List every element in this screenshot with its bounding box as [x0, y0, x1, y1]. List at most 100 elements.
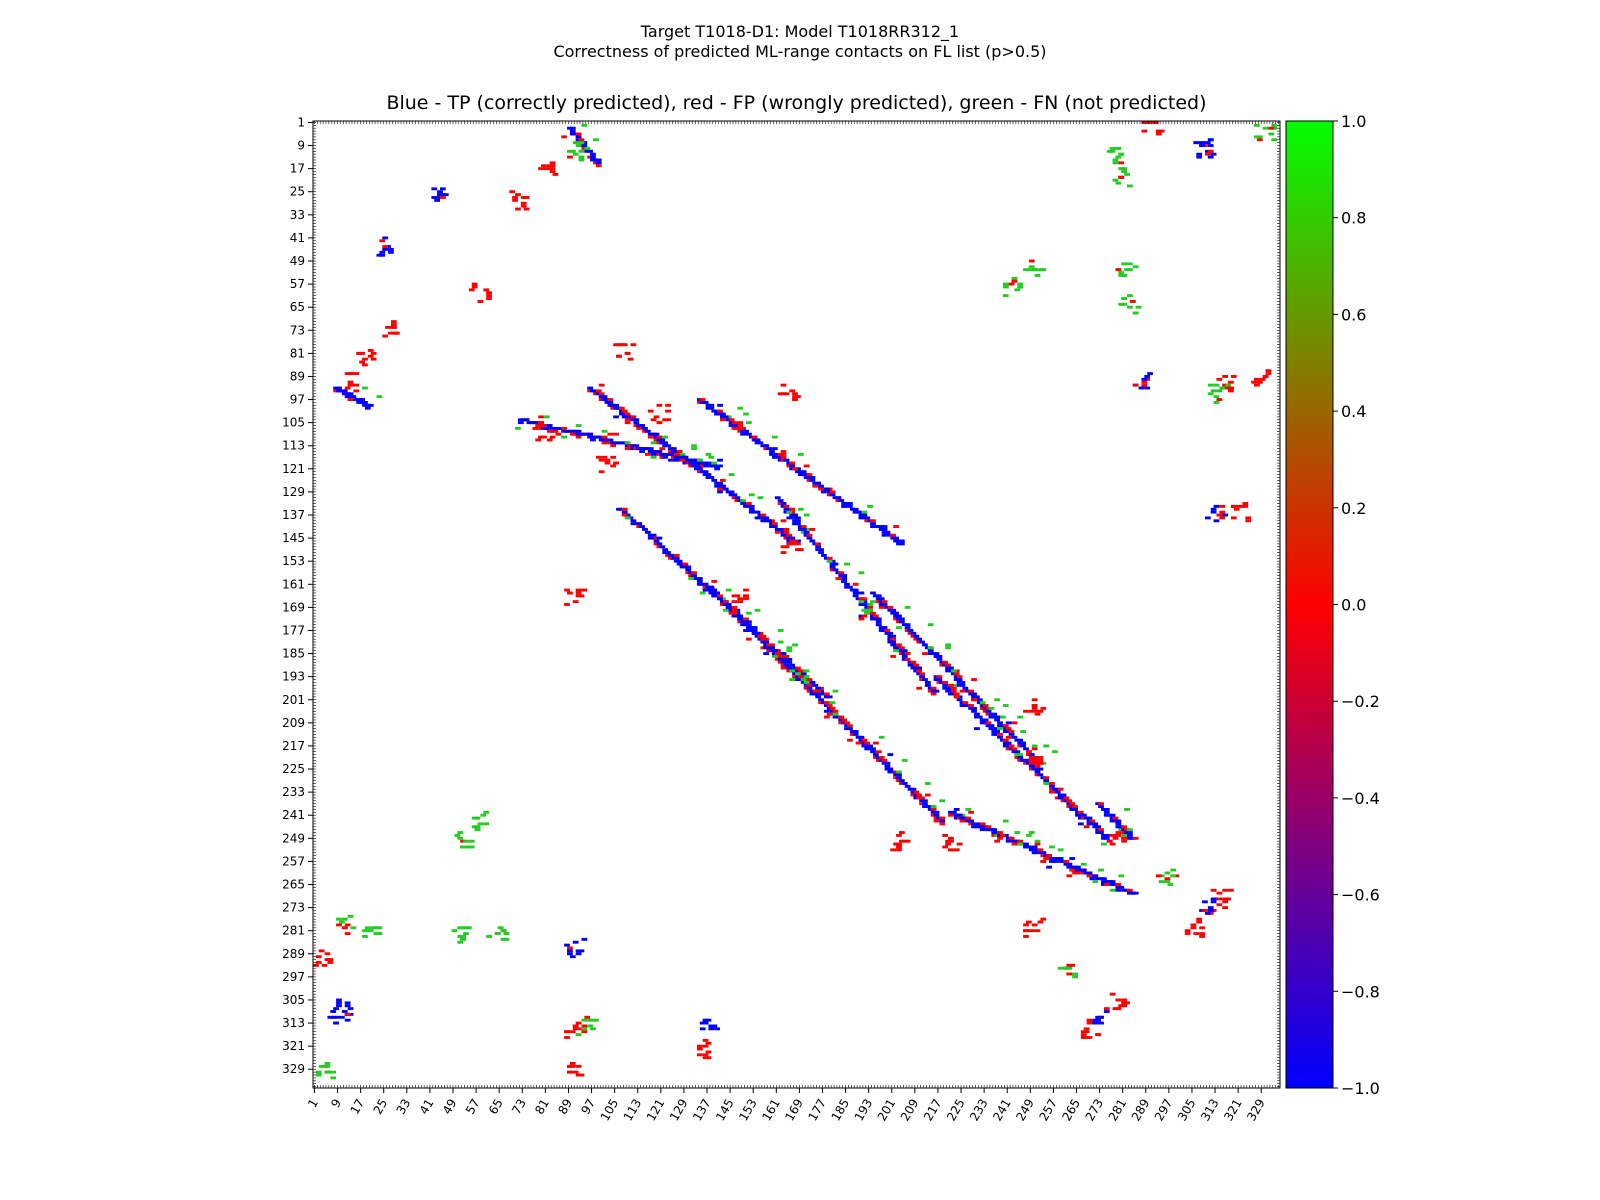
contact-cell [881, 603, 888, 606]
contact-cell [1101, 808, 1107, 811]
x-tick-label: 289 [1129, 1097, 1153, 1124]
contact-cell [838, 715, 845, 719]
contact-cell [662, 435, 669, 439]
contact-cell [1031, 706, 1038, 710]
contact-cell [359, 351, 365, 355]
contact-cell [748, 507, 755, 511]
contact-cell [858, 741, 865, 745]
contact-cell [1210, 888, 1217, 892]
x-tick-label: 273 [1083, 1097, 1107, 1124]
contact-cell [1132, 311, 1139, 315]
contact-cell [916, 672, 923, 676]
contact-cell [815, 484, 822, 488]
contact-cell [815, 542, 822, 546]
contact-cell [1031, 923, 1038, 927]
contact-cell [916, 637, 923, 641]
contact-cell [1167, 883, 1174, 886]
contact-cell [344, 1004, 351, 1008]
contact-cell [757, 441, 764, 445]
contact-cell [653, 432, 660, 436]
contact-cell [898, 620, 905, 624]
contact-cell [1034, 273, 1041, 277]
contact-cell [927, 649, 934, 653]
contact-cell [621, 441, 628, 445]
contact-cell [569, 1030, 576, 1034]
contact-cell [861, 600, 868, 604]
contact-cell [1164, 880, 1171, 884]
contact-cell [890, 640, 897, 644]
contact-cell [982, 718, 989, 722]
contact-cell [633, 421, 640, 425]
contact-cell [595, 392, 602, 396]
contact-cell [708, 406, 715, 410]
contact-cell [702, 588, 709, 592]
contact-cell [1118, 273, 1125, 277]
contact-cell [760, 637, 767, 641]
contact-cell [916, 796, 923, 800]
contact-cell [1028, 764, 1035, 768]
contact-cell [662, 548, 669, 552]
contact-cell [598, 398, 605, 401]
contact-cell [916, 793, 923, 797]
contact-cell [815, 695, 822, 699]
contact-cell [647, 450, 654, 453]
contact-cell [991, 831, 998, 834]
contact-cell [1112, 819, 1119, 823]
contact-cell [364, 929, 371, 933]
contact-cell [670, 556, 677, 560]
contact-cell [1098, 805, 1104, 809]
contact-cell [959, 819, 966, 823]
y-tick-label: 185 [282, 647, 305, 661]
contact-cell [590, 155, 596, 159]
contact-cell [806, 683, 813, 687]
contact-cell [1115, 888, 1122, 892]
contact-cell [437, 190, 443, 194]
contact-cell [575, 1073, 582, 1077]
contact-cell [607, 398, 614, 401]
contact-cell [702, 582, 709, 586]
contact-cell [367, 403, 374, 407]
contact-cell [1020, 730, 1026, 733]
contact-cell [792, 395, 798, 399]
contact-cell [942, 663, 949, 667]
contact-cell [1216, 398, 1223, 401]
contact-cell [338, 389, 345, 393]
contact-cell [630, 519, 637, 523]
contact-cell [442, 193, 449, 197]
contact-cell [994, 831, 1000, 834]
contact-cell [800, 470, 807, 474]
contact-cell [321, 1064, 328, 1068]
contact-cell [595, 455, 602, 459]
contact-cell [1072, 871, 1078, 875]
contact-cell [792, 666, 798, 670]
contact-cell [1034, 839, 1041, 843]
contact-cell [792, 672, 798, 676]
contact-cell [1109, 992, 1116, 996]
contact-cell [1057, 796, 1064, 800]
contact-cell [774, 649, 781, 653]
contact-cell [610, 455, 617, 459]
contact-cell [691, 447, 697, 451]
contact-cell [982, 825, 989, 829]
contact-cell [581, 141, 588, 145]
contact-cell [593, 1018, 599, 1022]
contact-cell [624, 421, 631, 425]
contact-cell [595, 389, 602, 393]
contact-cell [468, 288, 475, 292]
contact-cell [564, 943, 570, 947]
y-tick-label: 321 [282, 1039, 305, 1053]
contact-cell [1121, 302, 1128, 306]
contact-cell [823, 556, 830, 560]
contact-cell [324, 958, 331, 961]
contact-cell [1089, 877, 1096, 881]
contact-cell [809, 478, 816, 482]
contact-cell [520, 204, 527, 208]
contact-cell [922, 799, 928, 803]
x-tick-label: 313 [1198, 1097, 1222, 1124]
contact-cell [714, 412, 720, 416]
contact-cell [676, 562, 683, 566]
contact-cell [503, 932, 510, 936]
contact-cell [731, 611, 738, 615]
contact-cell [994, 718, 1000, 722]
contact-cell [774, 496, 781, 500]
